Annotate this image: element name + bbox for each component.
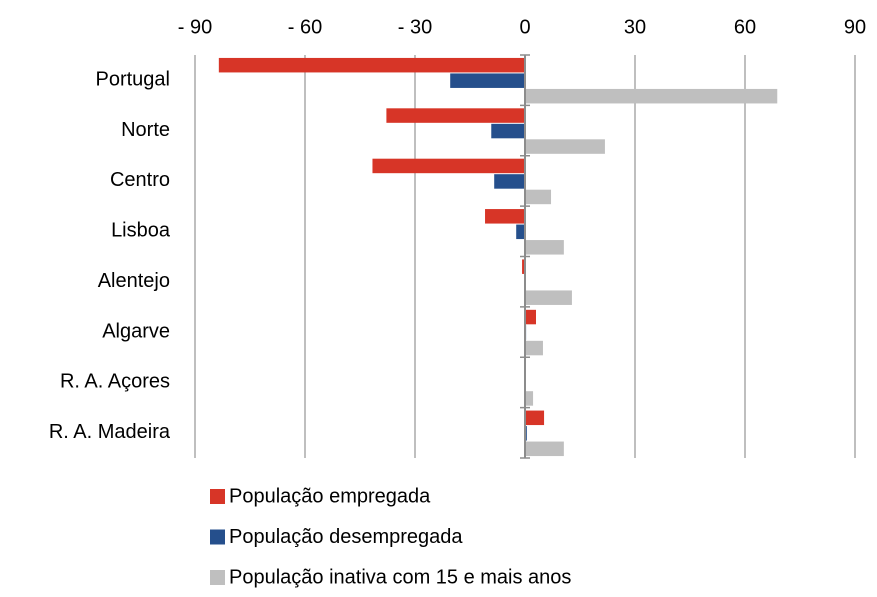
y-tick-label: Portugal [96,68,171,90]
legend-swatch [210,489,225,504]
legend-label: População inativa com 15 e mais anos [229,566,571,588]
y-tick-label: Centro [110,169,170,191]
bar [372,159,525,174]
y-tick-label: Lisboa [111,220,171,242]
bar [450,73,525,88]
bar [516,225,525,240]
x-tick-label: - 60 [288,16,322,38]
bar [525,139,605,154]
bar [525,391,533,406]
bar [219,58,525,73]
bar [525,190,551,205]
bar [525,290,572,305]
y-tick-label: R. A. Madeira [49,421,171,443]
bar [525,341,543,356]
bar [525,442,564,457]
x-tick-label: 30 [624,16,646,38]
legend-label: População desempregada [229,526,463,548]
bar [491,124,525,139]
y-tick-label: Alentejo [98,270,170,292]
x-tick-label: - 30 [398,16,432,38]
bar [525,310,536,325]
x-tick-label: 60 [734,16,756,38]
x-tick-label: 0 [519,16,530,38]
y-tick-label: Norte [121,119,170,141]
bar [525,240,564,255]
x-tick-label: - 90 [178,16,212,38]
bar [525,411,544,426]
bar [386,108,525,123]
y-tick-label: Algarve [102,320,170,342]
legend-swatch [210,570,225,585]
legend-swatch [210,530,225,545]
x-tick-label: 90 [844,16,866,38]
bar [485,209,525,224]
legend-label: População empregada [229,485,431,507]
bar [494,174,525,189]
y-tick-label: R. A. Açores [60,371,170,393]
bar [525,89,777,104]
